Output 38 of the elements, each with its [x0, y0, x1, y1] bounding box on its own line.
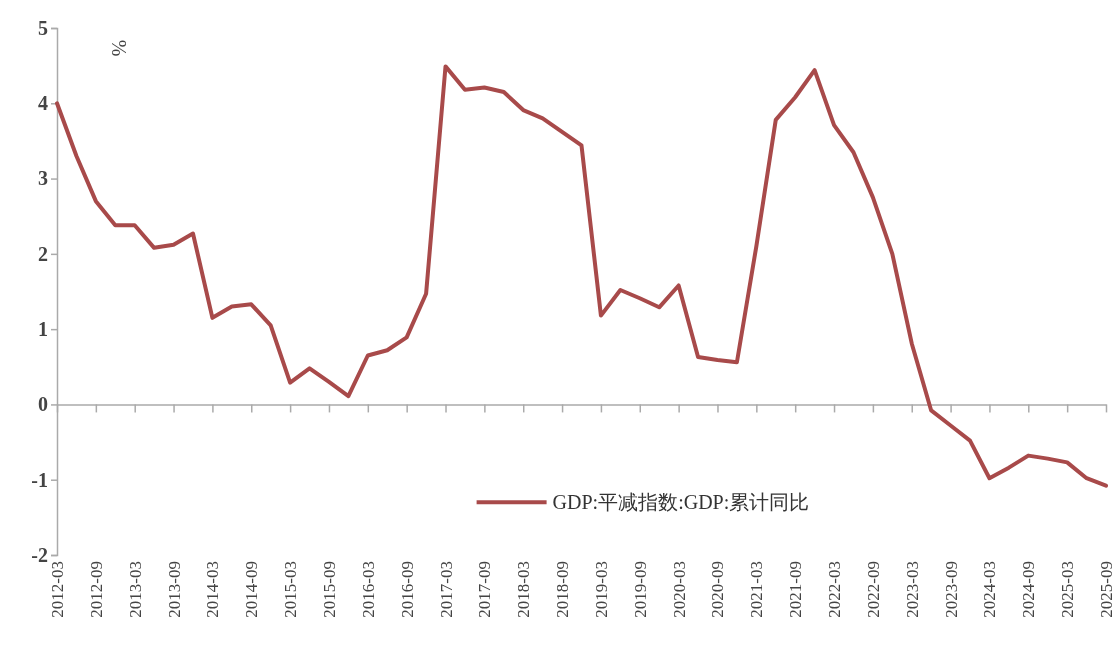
x-tick-label: 2018-09	[553, 561, 573, 618]
x-tick-label: 2022-09	[863, 561, 883, 618]
x-tick-label: 2021-03	[747, 561, 767, 618]
y-tick-label: 5	[38, 16, 48, 39]
legend-label: GDP:平减指数:GDP:累计同比	[552, 491, 810, 514]
x-tick-label: 2025-03	[1058, 561, 1078, 618]
x-tick-label: 2024-09	[1019, 561, 1039, 618]
x-tick-label: 2022-03	[825, 561, 845, 618]
y-tick-label: 1	[38, 318, 48, 341]
x-tick-label: 2019-09	[630, 561, 650, 618]
x-tick-label: 2023-09	[941, 561, 961, 618]
x-tick-label: 2020-09	[708, 561, 728, 618]
y-tick-label: -2	[31, 543, 48, 566]
y-tick-label: 4	[38, 92, 48, 115]
x-tick-label: 2013-09	[164, 561, 184, 618]
x-tick-label: 2012-09	[86, 561, 106, 618]
y-tick-label: -1	[31, 468, 48, 491]
x-tick-label: 2015-03	[281, 561, 301, 618]
x-tick-label: 2025-09	[1097, 561, 1116, 618]
y-tick-label: 3	[38, 167, 48, 190]
x-tick-label: 2018-03	[514, 561, 534, 618]
x-tick-label: 2016-03	[358, 561, 378, 618]
x-tick-label: 2017-09	[475, 561, 495, 618]
x-tick-label: 2016-09	[397, 561, 417, 618]
x-tick-label: 2020-03	[669, 561, 689, 618]
x-tick-label: 2017-03	[436, 561, 456, 618]
x-tick-label: 2012-03	[48, 561, 67, 618]
x-tick-label: 2014-09	[242, 561, 262, 618]
x-tick-label: 2021-09	[786, 561, 806, 618]
y-tick-label: 2	[38, 242, 48, 265]
x-tick-label: 2019-03	[591, 561, 611, 618]
x-tick-label: 2013-03	[125, 561, 145, 618]
y-tick-label: 0	[38, 393, 48, 416]
x-tick-label: 2024-03	[980, 561, 1000, 618]
x-tick-label: 2015-09	[319, 561, 339, 618]
x-tick-label: 2014-03	[203, 561, 223, 618]
x-tick-label: 2023-03	[902, 561, 922, 618]
y-axis-title: %	[108, 39, 130, 57]
